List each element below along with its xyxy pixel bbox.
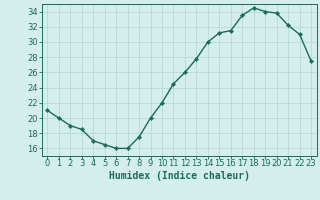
X-axis label: Humidex (Indice chaleur): Humidex (Indice chaleur)	[109, 171, 250, 181]
